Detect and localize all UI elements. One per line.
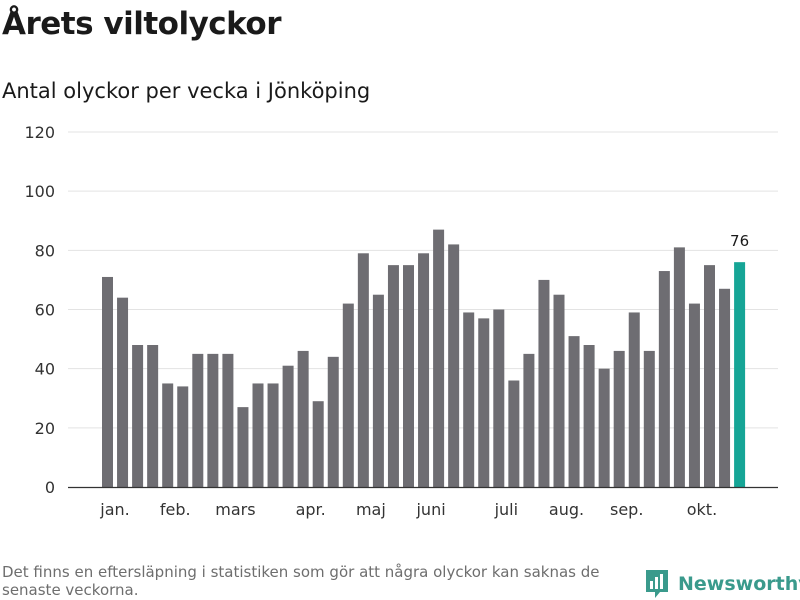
bar xyxy=(719,288,731,487)
bar xyxy=(147,345,159,487)
y-tick-label: 60 xyxy=(35,301,55,320)
bar xyxy=(327,356,339,487)
bar xyxy=(102,276,113,487)
bar xyxy=(387,265,399,487)
bar xyxy=(493,309,505,487)
bar-chart: 0 20 40 60 80 100 120 76 jan. feb. mars apr. maj ju… xyxy=(24,123,778,519)
bar xyxy=(523,353,535,487)
bar xyxy=(162,383,174,487)
chart-subtitle: Antal olyckor per vecka i Jönköping xyxy=(2,79,371,103)
newsworthy-logo[interactable]: Newsworthy xyxy=(644,568,800,600)
y-tick-label: 0 xyxy=(45,478,55,497)
bar xyxy=(117,297,129,487)
bar xyxy=(192,353,204,487)
bar xyxy=(312,401,324,487)
bar xyxy=(222,353,234,487)
bar xyxy=(613,350,625,487)
bar xyxy=(658,271,670,487)
y-tick-label: 20 xyxy=(35,419,55,438)
bar xyxy=(418,253,430,487)
bar xyxy=(643,350,655,487)
x-tick-label: jan. xyxy=(99,500,129,519)
bar-highlight xyxy=(734,262,746,487)
bar xyxy=(372,294,384,487)
bar xyxy=(282,365,294,487)
bar xyxy=(448,244,460,487)
y-tick-label: 100 xyxy=(24,182,55,201)
y-tick-label: 80 xyxy=(35,241,55,260)
bar xyxy=(237,407,249,487)
bar xyxy=(583,345,595,487)
bar xyxy=(598,368,610,487)
x-tick-label: okt. xyxy=(687,500,717,519)
y-tick-label: 40 xyxy=(35,360,55,379)
x-tick-label: aug. xyxy=(549,500,584,519)
footnote: Det finns en eftersläpning i statistiken… xyxy=(2,563,600,599)
x-tick-label: feb. xyxy=(160,500,191,519)
bar xyxy=(207,353,219,487)
x-tick-label: juni xyxy=(415,500,445,519)
bar xyxy=(403,265,414,487)
y-tick-label: 120 xyxy=(24,123,55,142)
bar xyxy=(553,294,565,487)
bar xyxy=(463,312,475,487)
bar xyxy=(688,303,700,487)
x-tick-label: maj xyxy=(356,500,386,519)
x-tick-label: apr. xyxy=(296,500,326,519)
brand-name: Newsworthy xyxy=(678,573,800,595)
bar xyxy=(357,253,369,487)
bar xyxy=(568,336,580,487)
bar xyxy=(342,303,354,487)
x-tick-label: sep. xyxy=(610,500,643,519)
bar xyxy=(177,386,189,487)
bar xyxy=(478,318,490,487)
x-axis: jan. feb. mars apr. maj juni juli aug. sep. okt. xyxy=(68,486,778,519)
chart-title: Årets viltolyckor xyxy=(2,6,282,42)
bar xyxy=(132,345,144,487)
bar xyxy=(297,350,309,487)
data-label: 76 xyxy=(730,232,749,250)
x-tick-label: mars xyxy=(215,500,255,519)
x-tick-label: juli xyxy=(494,500,518,519)
bar-chart-speech-icon xyxy=(646,570,668,598)
bar xyxy=(628,312,640,487)
bars: 76 xyxy=(102,229,749,487)
y-axis: 0 20 40 60 80 100 120 xyxy=(24,123,55,497)
bar xyxy=(538,279,550,487)
bar xyxy=(704,265,715,487)
bar xyxy=(267,383,279,487)
bar xyxy=(433,229,445,487)
bar xyxy=(252,383,264,487)
bar xyxy=(673,247,685,487)
bar xyxy=(508,380,520,487)
